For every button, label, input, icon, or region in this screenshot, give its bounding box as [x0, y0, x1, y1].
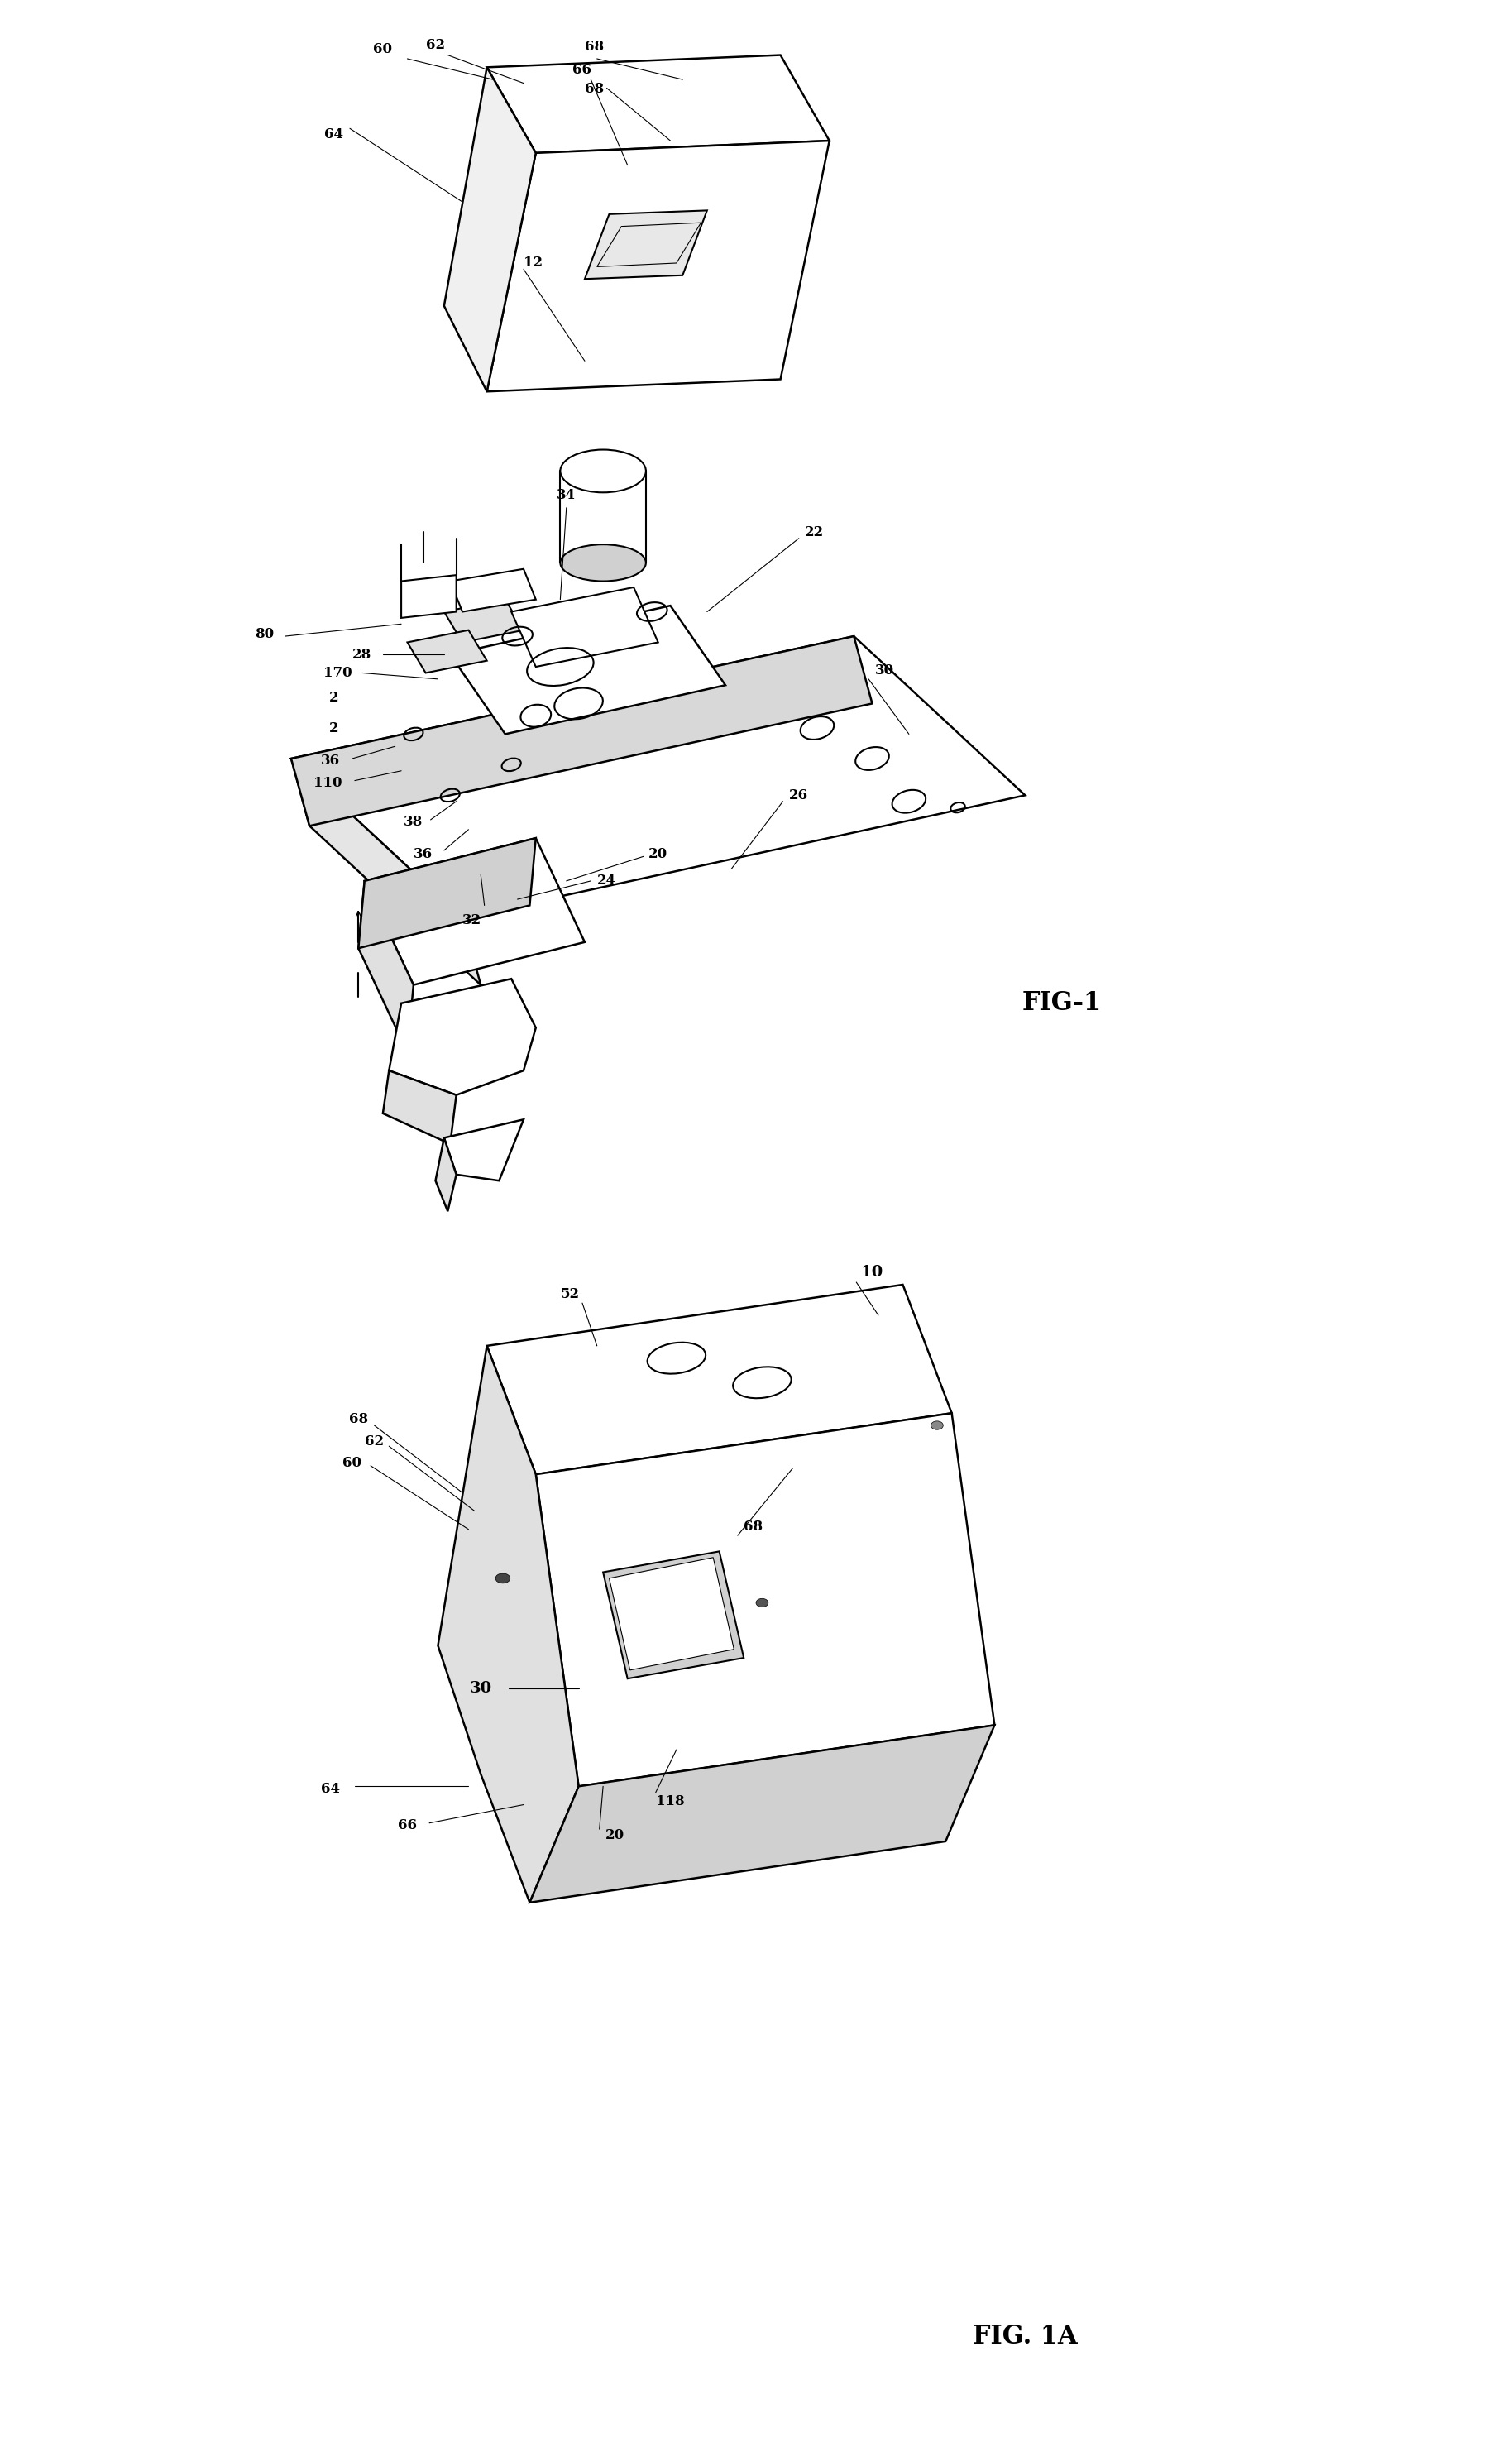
Text: 20: 20 [606, 1828, 624, 1843]
Polygon shape [451, 607, 726, 734]
Polygon shape [445, 600, 523, 641]
Ellipse shape [561, 546, 646, 582]
Text: 24: 24 [597, 874, 617, 888]
Ellipse shape [931, 1422, 943, 1429]
Polygon shape [358, 881, 413, 1052]
Ellipse shape [756, 1598, 768, 1608]
Polygon shape [603, 1551, 744, 1679]
Text: 60: 60 [343, 1456, 361, 1471]
Polygon shape [451, 570, 535, 612]
Text: 28: 28 [352, 648, 372, 661]
Text: 68: 68 [349, 1412, 367, 1427]
Text: 26: 26 [789, 788, 809, 803]
Text: 62: 62 [364, 1434, 384, 1449]
Text: 66: 66 [398, 1818, 417, 1833]
Polygon shape [609, 1556, 733, 1669]
Ellipse shape [561, 450, 646, 492]
Text: 30: 30 [470, 1681, 491, 1696]
Text: 2: 2 [330, 690, 339, 705]
Text: 36: 36 [321, 754, 340, 768]
Text: 34: 34 [556, 489, 576, 502]
Polygon shape [445, 1121, 523, 1179]
Text: FIG-1: FIG-1 [1022, 991, 1102, 1016]
Polygon shape [364, 839, 585, 984]
Text: 60: 60 [373, 42, 393, 56]
Text: FIG. 1A: FIG. 1A [972, 2325, 1078, 2349]
Text: 38: 38 [404, 815, 423, 830]
Polygon shape [585, 210, 708, 279]
Text: 68: 68 [585, 39, 605, 54]
Polygon shape [445, 66, 535, 392]
Polygon shape [529, 1725, 995, 1904]
Polygon shape [407, 629, 487, 673]
Text: 68: 68 [585, 83, 605, 95]
Text: 80: 80 [254, 626, 274, 641]
Polygon shape [535, 1414, 995, 1786]
Polygon shape [435, 1138, 457, 1211]
Text: 62: 62 [426, 39, 445, 51]
Text: 32: 32 [463, 913, 482, 927]
Text: 66: 66 [573, 64, 591, 76]
Text: 64: 64 [321, 1781, 340, 1796]
Text: 22: 22 [804, 526, 824, 538]
Polygon shape [389, 979, 535, 1096]
Text: 68: 68 [744, 1520, 764, 1534]
Polygon shape [292, 636, 872, 827]
Polygon shape [358, 839, 535, 949]
Text: 30: 30 [875, 663, 894, 678]
Polygon shape [292, 636, 1025, 918]
Text: 20: 20 [649, 847, 668, 861]
Polygon shape [511, 587, 658, 668]
Text: 170: 170 [324, 666, 352, 680]
Text: 118: 118 [656, 1794, 685, 1808]
Polygon shape [401, 575, 457, 619]
Text: 64: 64 [325, 127, 343, 142]
Text: 36: 36 [414, 847, 432, 861]
Text: 110: 110 [313, 776, 342, 790]
Polygon shape [487, 139, 830, 392]
Text: 10: 10 [860, 1265, 883, 1280]
Text: 2: 2 [330, 722, 339, 734]
Polygon shape [292, 759, 481, 984]
Polygon shape [487, 1285, 951, 1473]
Text: 12: 12 [523, 257, 543, 269]
Text: 52: 52 [561, 1287, 579, 1302]
Polygon shape [438, 1346, 579, 1904]
Polygon shape [487, 54, 830, 152]
Ellipse shape [496, 1573, 510, 1583]
Polygon shape [383, 1072, 457, 1145]
